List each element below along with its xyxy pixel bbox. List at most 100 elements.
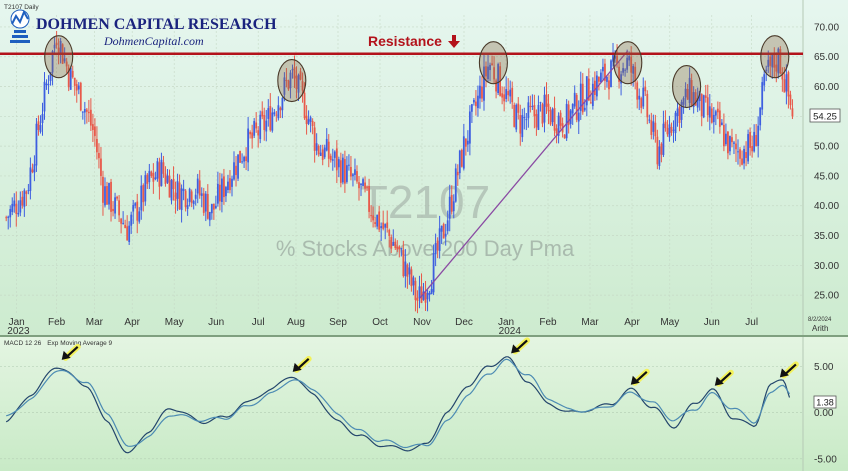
candle-body (223, 176, 225, 198)
candle-body (184, 190, 187, 208)
candle-body (346, 165, 348, 182)
candle-body (595, 75, 598, 97)
candle-body (25, 191, 28, 194)
candle-body (247, 128, 250, 163)
candle-body (110, 181, 112, 212)
candle-body (85, 109, 88, 112)
candle-body (747, 134, 749, 162)
candle-body (212, 203, 215, 210)
candle-body (396, 246, 399, 250)
candle-body (81, 111, 84, 113)
price-x-axis: Jan Feb Mar Apr May Jun Jul Aug Sep Oct Nov Dec Jan F… (7, 317, 758, 337)
candle-body (412, 277, 415, 286)
candle-body (73, 77, 76, 86)
candle-body (160, 159, 163, 186)
candle-body (559, 112, 562, 126)
candle-body (658, 146, 661, 166)
candle-body (402, 249, 405, 277)
price-y-tick-label: 30.00 (814, 261, 839, 272)
candle-body (198, 180, 201, 196)
candle-body (255, 122, 258, 129)
macd-y-tick-label: 5.00 (814, 362, 834, 373)
candle-body (182, 188, 185, 191)
candle-body (632, 66, 635, 74)
candle-body (414, 280, 417, 301)
candle-body (763, 74, 766, 86)
date-label: 8/2/2024 (808, 317, 832, 323)
candle-body (380, 226, 383, 229)
candle-body (557, 115, 560, 136)
candle-body (202, 193, 205, 213)
candle-body (235, 165, 237, 176)
candle-body (577, 112, 580, 122)
candle-body (585, 76, 588, 106)
candle-body (398, 246, 401, 250)
candle-body (337, 159, 340, 168)
macd-panel: -5.00 0.00 5.00 MACD 12 26 Exp Moving Avera… (0, 337, 848, 471)
candle-body (620, 74, 622, 84)
candle-body (9, 208, 12, 218)
price-x-tick-label: Jan (498, 317, 514, 328)
candle-body (136, 201, 139, 221)
candle-body (208, 211, 211, 221)
candle-body (352, 174, 354, 177)
candle-body (305, 115, 308, 125)
candle-body (53, 44, 56, 49)
candle-body (102, 176, 104, 203)
macd-y-axis: -5.00 0.00 5.00 (814, 362, 837, 465)
candle-body (112, 208, 114, 212)
candle-body (527, 102, 530, 119)
ticker-header: T2107 Daily (4, 4, 39, 11)
candle-body (700, 93, 703, 117)
candle-body (729, 136, 731, 152)
candle-body (475, 101, 477, 107)
candle-body (261, 111, 264, 117)
candle-body (581, 83, 584, 113)
candle-body (156, 161, 159, 179)
candle-body (616, 55, 618, 64)
candle-body (444, 233, 447, 237)
candle-body (712, 114, 715, 123)
candle-body (327, 141, 330, 159)
price-y-tick-label: 45.00 (814, 171, 839, 182)
candle-body (356, 171, 358, 182)
candle-body (735, 143, 737, 150)
macd-y-tick-label: 0.00 (814, 408, 834, 419)
candle-body (307, 119, 310, 124)
candle-body (325, 138, 328, 151)
candle-body (277, 105, 280, 119)
candle-body (142, 185, 145, 203)
candle-body (65, 61, 68, 67)
arrow-icon (61, 343, 81, 361)
price-x-tick-label: Jan (9, 317, 25, 328)
candle-body (227, 181, 229, 191)
candle-body (741, 158, 743, 165)
candle-body (416, 297, 419, 301)
price-y-tick-label: 60.00 (814, 82, 839, 93)
candle-body (360, 183, 362, 186)
candle-body (612, 55, 614, 62)
candle-body (543, 94, 546, 123)
candle-body (485, 66, 487, 77)
candle-body (188, 188, 191, 202)
candle-body (150, 171, 153, 177)
candle-body (144, 175, 147, 202)
highlight-circle (478, 41, 508, 85)
candle-body (714, 111, 717, 116)
candle-body (656, 136, 659, 165)
price-x-tick-label: Jun (704, 317, 720, 328)
highlight-circles (44, 35, 790, 109)
candle-body (162, 162, 165, 174)
candle-body (634, 66, 637, 82)
candle-body (11, 203, 14, 213)
scale-label: Arith (812, 324, 828, 333)
candle-body (180, 188, 183, 211)
arrow-head (714, 376, 724, 386)
arrow-shaft (65, 346, 79, 358)
candle-body (513, 104, 516, 127)
candle-body (553, 108, 556, 131)
candle-body (642, 87, 645, 107)
candle-body (515, 104, 518, 130)
candle-body (777, 48, 780, 74)
candle-body (521, 115, 524, 138)
